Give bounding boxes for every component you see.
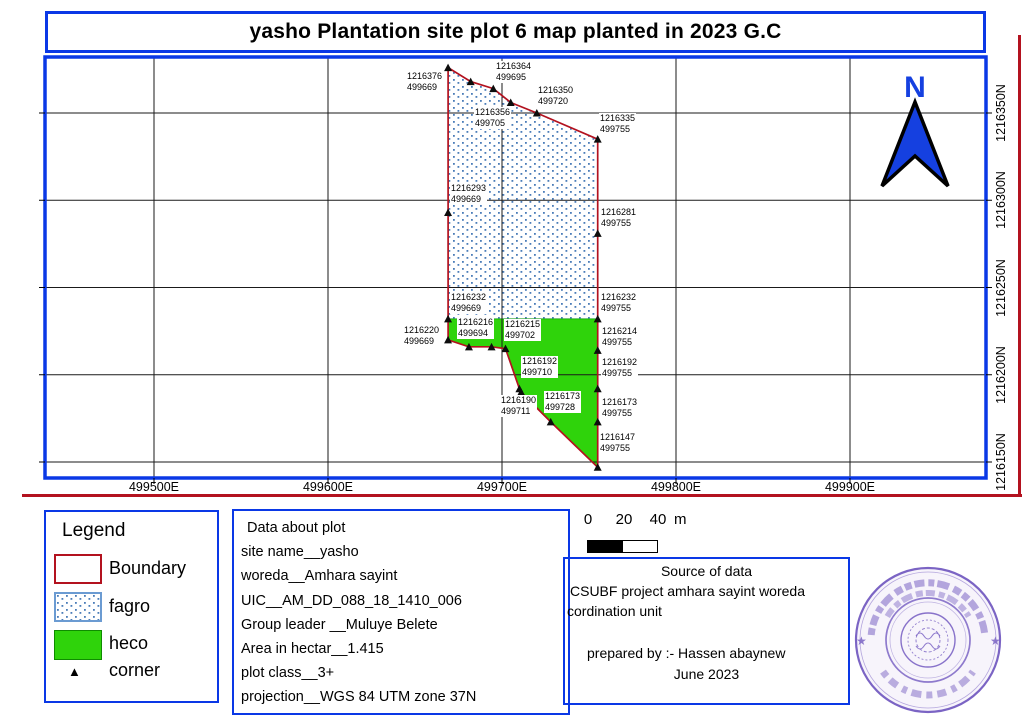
divider-line-vertical — [1018, 35, 1021, 497]
corner-marker — [593, 135, 602, 143]
corner-marker — [466, 77, 475, 86]
legend: Legend Boundary fagro heco ▲ corner — [44, 510, 219, 703]
legend-swatch-boundary — [54, 554, 102, 584]
legend-label-boundary: Boundary — [109, 558, 187, 578]
corner-marker — [489, 84, 498, 93]
legend-label-heco: heco — [109, 633, 149, 653]
y-axis-tick-label: 1216250N — [994, 258, 1008, 317]
map-frame — [43, 55, 988, 480]
corner-triangle-icon: ▲ — [68, 664, 81, 679]
stamp-bottom-text — [880, 669, 976, 699]
source-prepared-by: prepared by :- Hassen abaynew — [587, 645, 786, 661]
corner-marker — [501, 344, 510, 353]
legend-label-fagro: fagro — [109, 596, 151, 616]
plot-info-area: Area in hectar__1.415 — [241, 641, 384, 658]
legend-title: Legend — [62, 520, 126, 541]
corner-marker — [532, 109, 541, 117]
title-box: yasho Plantation site plot 6 map planted… — [45, 11, 986, 53]
corner-marker — [593, 417, 602, 426]
plot-info-site-name: site name__yasho — [241, 544, 359, 561]
scale-bar-white-segment — [623, 540, 658, 553]
corner-marker — [546, 417, 555, 426]
scale-label-unit: m — [674, 511, 687, 528]
corner-marker — [515, 384, 524, 393]
legend-swatch-heco — [54, 630, 102, 660]
source-unit: cordination unit — [567, 603, 662, 619]
source-project: CSUBF project amhara sayint woreda — [570, 583, 805, 599]
corner-marker — [593, 384, 602, 393]
map-inner — [46, 58, 985, 477]
source-heading: Source of data — [660, 563, 753, 579]
plot-info-projection: projection__WGS 84 UTM zone 37N — [241, 689, 477, 706]
corner-marker — [487, 342, 496, 351]
stamp-inner-text — [884, 590, 972, 619]
corner-marker — [593, 229, 602, 237]
scale-label-20: 20 — [615, 511, 633, 528]
scale-label-0: 0 — [583, 511, 593, 528]
y-axis-tick-label: 1216200N — [994, 345, 1008, 404]
stamp-star-right: ★ — [990, 634, 1001, 648]
legend-swatch-fagro — [54, 592, 102, 622]
y-axis-tick-label: 1216350N — [994, 84, 1008, 142]
plot-info-plot-class: plot class__3+ — [241, 665, 335, 682]
divider-line-horizontal — [22, 494, 1022, 497]
stamp-top-text — [867, 579, 989, 636]
corner-marker — [593, 346, 602, 354]
plot-info-uic: UIC__AM_DD_088_18_1410_006 — [241, 592, 462, 609]
fagro-pattern-icon — [56, 594, 100, 620]
corner-marker — [593, 314, 602, 323]
page-title: yasho Plantation site plot 6 map planted… — [249, 20, 782, 43]
corner-marker — [444, 208, 453, 216]
ink-stamp: ★ ★ — [854, 566, 1002, 714]
corner-marker — [464, 342, 473, 351]
scale-label-40: 40 — [649, 511, 667, 528]
fagro-area — [447, 66, 599, 320]
north-arrow-icon — [880, 97, 950, 188]
north-label: N — [904, 71, 926, 104]
plot-info-box: Data about plot site name__yasho woreda_… — [232, 509, 570, 715]
corner-marker — [444, 314, 453, 323]
legend-label-corner: corner — [109, 660, 161, 680]
scale-bar-black-segment — [587, 540, 624, 553]
plot-info-group-leader: Group leader __Muluye Belete — [241, 616, 438, 633]
y-axis-tick-label: 1216300N — [994, 171, 1008, 230]
corner-marker — [444, 63, 453, 72]
map-canvas: N — [39, 55, 992, 484]
corner-marker — [593, 463, 602, 471]
corner-marker — [506, 98, 515, 107]
plot-info-woreda: woreda__Amhara sayint — [241, 568, 398, 585]
stamp-star-left: ★ — [856, 634, 867, 648]
plot-info-heading: Data about plot — [247, 520, 346, 536]
y-axis-tick-label: 1216150N — [994, 433, 1008, 491]
corner-marker — [444, 335, 453, 344]
source-box: Source of data CSUBF project amhara sayi… — [563, 557, 850, 705]
source-date: June 2023 — [673, 666, 740, 682]
